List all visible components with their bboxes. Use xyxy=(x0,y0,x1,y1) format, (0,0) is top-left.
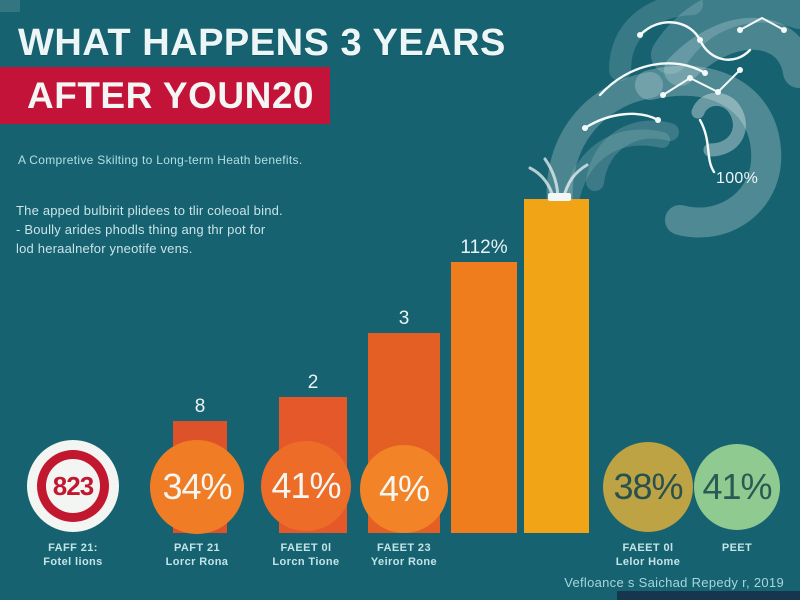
cigarette-filter-band xyxy=(548,193,571,201)
smoke-illustration xyxy=(528,0,800,238)
bar-1-percent-circle: 34% xyxy=(150,440,244,534)
bar-2-percent-circle: 41% xyxy=(261,441,351,531)
stat-badge-823: 823 xyxy=(27,440,119,532)
side-circle-1: 38% xyxy=(603,442,693,532)
bar-2-footer-label: FAEET 0l Lorcn Tione xyxy=(272,542,340,568)
bar-2-value: 2 xyxy=(307,372,319,393)
bar-5 xyxy=(524,199,589,533)
badge-footer-label: FAFF 21: Fotel lions xyxy=(43,542,103,568)
side-circle-2: 41% xyxy=(694,444,780,530)
badge-ring: 823 xyxy=(37,450,109,522)
intro-paragraph-line1: The apped bulbirit plidees to tlir coleo… xyxy=(16,203,283,218)
bar-3-percent-circle: 4% xyxy=(360,445,448,533)
smoke-percentage-label: 100% xyxy=(716,170,759,187)
bar-3-value: 3 xyxy=(398,308,410,329)
badge-value: 823 xyxy=(46,459,100,513)
title-banner-text: AFTER YOUN20 xyxy=(27,74,314,116)
title-banner: AFTER YOUN20 xyxy=(0,67,330,124)
page-title: WHAT HAPPENS 3 YEARS xyxy=(18,22,506,64)
bar-1-value: 8 xyxy=(194,396,206,417)
intro-paragraph-line2: - Boully arides phodls thing ang thr pot… xyxy=(16,222,266,237)
corner-artifact xyxy=(0,0,20,12)
intro-paragraph-line3: lod heraalnefor yneotife vens. xyxy=(16,241,193,256)
bar-4-value: 112% xyxy=(460,237,508,258)
bar-1-footer-label: PAFT 21 Lorcr Rona xyxy=(165,542,229,568)
side-circle-2-footer-label: PEET xyxy=(721,542,753,554)
bottom-strip xyxy=(617,591,800,600)
credit-line: Vefloance s Saichad Repedy r, 2019 xyxy=(564,575,784,590)
bar-4 xyxy=(451,262,517,533)
intro-paragraph: The apped bulbirit plidees to tlir coleo… xyxy=(16,201,326,258)
side-circle-1-footer-label: FAEET 0l Lelor Home xyxy=(615,542,681,568)
subtitle: A Compretive Skilting to Long-term Heath… xyxy=(18,153,303,167)
bar-3-footer-label: FAEET 23 Yeiror Rone xyxy=(370,542,438,568)
